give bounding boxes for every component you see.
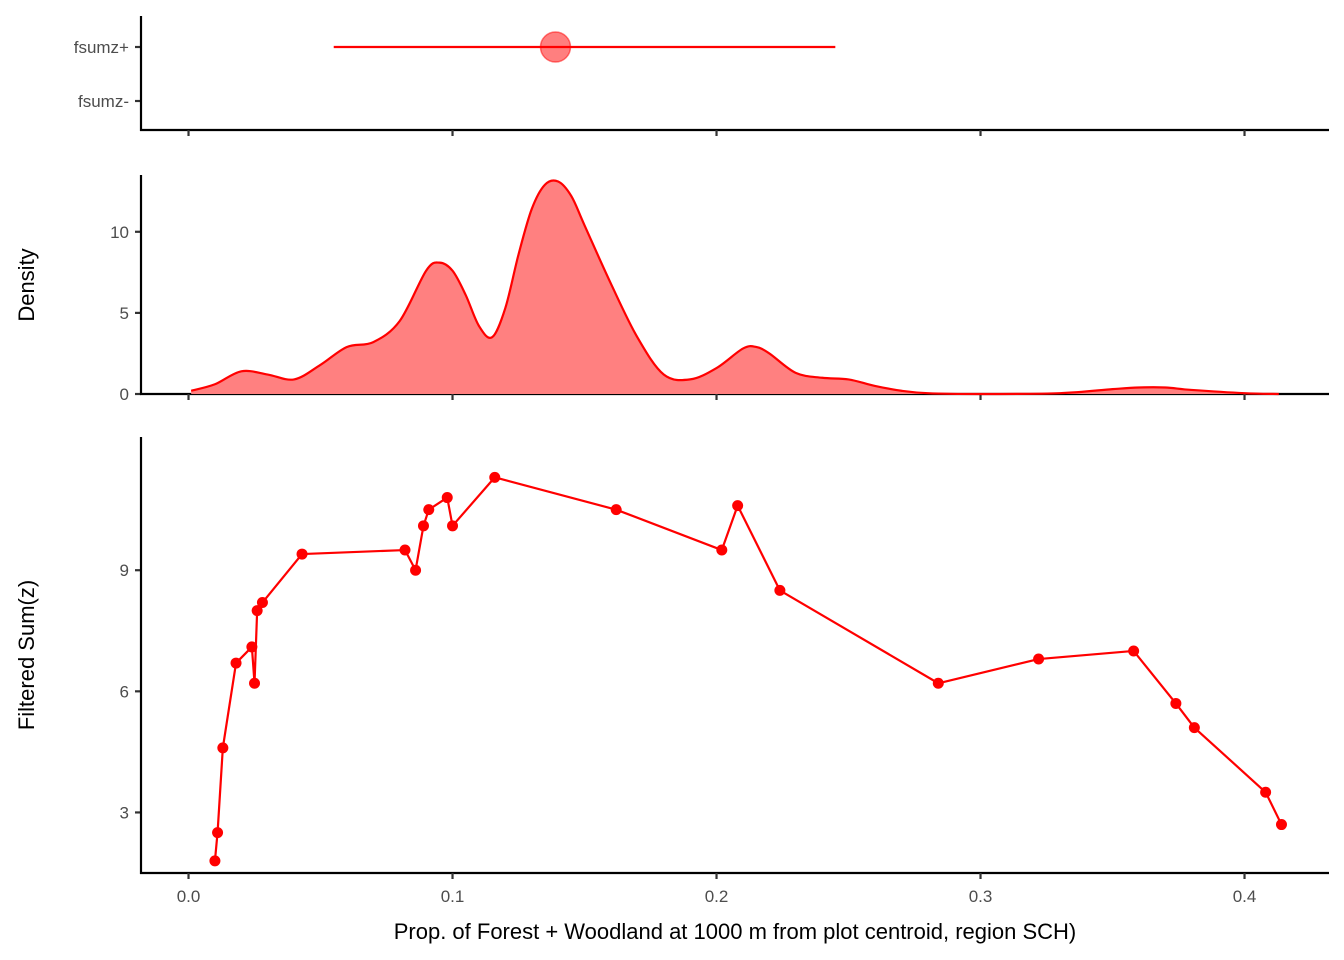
interval-point	[539, 31, 572, 63]
density-y-tick-label-1: 5	[120, 304, 129, 323]
category-label-fsumzminus: fsumz-	[78, 92, 129, 111]
sumz-point-23	[1170, 697, 1182, 709]
category-label-fsumzplus: fsumz+	[74, 38, 129, 57]
sumz-line	[213, 476, 1283, 861]
sumz-point-14	[447, 520, 459, 532]
y-axis-title-density: Density	[14, 248, 39, 321]
sumz-point-26	[1275, 819, 1287, 831]
density-y-tick-label-0: 0	[120, 385, 129, 404]
density-line	[190, 179, 1279, 396]
x-tick-label-1: 0.1	[441, 887, 465, 906]
sumz-point-10	[410, 564, 422, 576]
sumz-point-18	[732, 500, 744, 512]
sumz-point-0	[209, 855, 221, 867]
sumz-point-19	[774, 584, 786, 596]
density-area	[191, 180, 1279, 394]
sumz-point-11	[417, 520, 429, 532]
sumz-point-5	[249, 677, 261, 689]
sumz-point-15	[489, 471, 501, 483]
sumz-point-9	[399, 544, 411, 556]
sumz-point-24	[1188, 722, 1200, 734]
sumz-point-13	[441, 492, 453, 504]
sumz-point-8	[296, 548, 308, 560]
x-axis-title: Prop. of Forest + Woodland at 1000 m fro…	[394, 919, 1077, 944]
x-tick-label-3: 0.3	[969, 887, 993, 906]
sumz-point-4	[246, 641, 258, 653]
density-y-tick-label-2: 10	[110, 223, 129, 242]
sumz-point-21	[1033, 653, 1045, 665]
sumz-y-tick-label-0: 3	[120, 803, 129, 822]
sumz-point-20	[932, 677, 944, 689]
sumz-y-tick-label-2: 9	[120, 561, 129, 580]
sumz-y-tick-label-1: 6	[120, 682, 129, 701]
sumz-point-6	[251, 605, 263, 617]
sumz-point-22	[1128, 645, 1140, 657]
density-panel: 0 5 10	[110, 175, 1329, 404]
y-axis-title-filtered-sum: Filtered Sum(z)	[14, 580, 39, 730]
sumz-point-17	[716, 544, 728, 556]
x-tick-label-0: 0.0	[177, 887, 201, 906]
x-tick-label-2: 0.2	[705, 887, 729, 906]
sumz-point-25	[1260, 786, 1272, 798]
interval-panel: fsumz-fsumz+	[74, 16, 1329, 136]
sumz-point-2	[217, 742, 229, 754]
sumz-point-16	[610, 504, 622, 516]
sumz-point-7	[256, 597, 268, 609]
sumz-point-3	[230, 657, 242, 669]
sumz-point-1	[212, 827, 224, 839]
line-panel: 3 6 9 0.0 0.1 0.2 0.3 0.4	[120, 437, 1329, 906]
sumz-point-12	[423, 504, 435, 516]
x-tick-label-4: 0.4	[1233, 887, 1257, 906]
